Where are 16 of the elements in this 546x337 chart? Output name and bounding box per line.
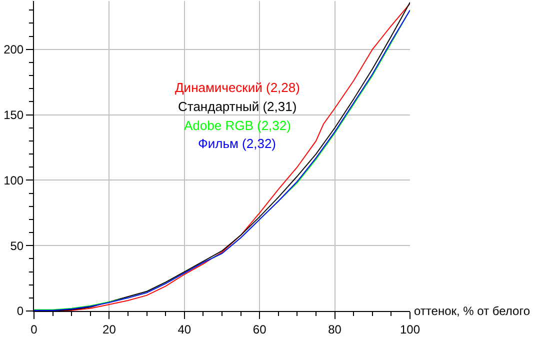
x-tick-label: 20 — [102, 322, 116, 336]
x-axis-title: оттенок, % от белого — [414, 304, 530, 318]
x-tick-label: 0 — [30, 322, 38, 336]
text: Стандартный (2,31) — [178, 99, 297, 114]
y-tick-label: 0 — [16, 304, 24, 318]
text: Adobe RGB (2,32) — [184, 118, 291, 133]
y-tick-label: 200 — [4, 42, 24, 57]
x-tick-label: 80 — [328, 322, 342, 336]
text: Фильм (2,32) — [198, 136, 276, 151]
y-tick-label: 150 — [4, 108, 24, 122]
y-tick-label: 100 — [4, 173, 24, 188]
x-tick-label: 100 — [400, 322, 420, 336]
x-tick-label: 60 — [252, 322, 267, 336]
text: Динамический (2,28) — [175, 80, 300, 95]
x-tick-label: 40 — [178, 322, 192, 336]
y-tick-label: 50 — [10, 238, 24, 253]
